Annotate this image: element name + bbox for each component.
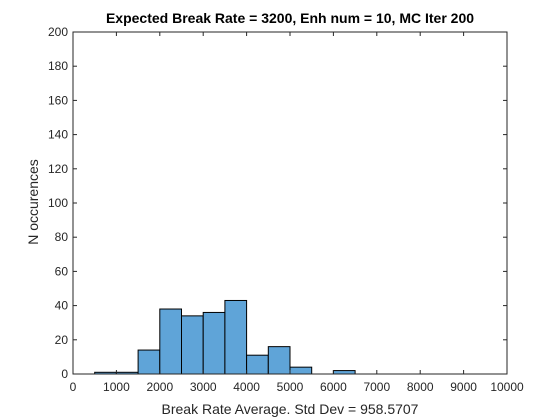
x-tick-label: 3000 bbox=[190, 380, 217, 394]
histogram-bar bbox=[159, 308, 183, 375]
x-tick-label: 4000 bbox=[233, 380, 260, 394]
y-tick-label: 20 bbox=[55, 333, 69, 347]
x-tick-label: 5000 bbox=[277, 380, 304, 394]
histogram-bar bbox=[289, 366, 313, 375]
x-tick-label: 0 bbox=[70, 380, 77, 394]
histogram-bars bbox=[94, 299, 356, 375]
y-tick-label: 140 bbox=[48, 128, 68, 142]
y-tick-label: 180 bbox=[48, 59, 68, 73]
x-tick-label: 8000 bbox=[407, 380, 434, 394]
y-tick-label: 0 bbox=[61, 367, 68, 381]
x-tick-label: 6000 bbox=[320, 380, 347, 394]
chart-title: Expected Break Rate = 3200, Enh num = 10… bbox=[106, 10, 474, 26]
y-tick-label: 80 bbox=[55, 230, 69, 244]
y-tick-label: 40 bbox=[55, 299, 69, 313]
histogram-bar bbox=[181, 315, 204, 375]
histogram-bar bbox=[246, 354, 269, 375]
histogram-bar bbox=[267, 346, 291, 375]
y-tick-label: 120 bbox=[48, 162, 68, 176]
histogram-bar bbox=[332, 370, 356, 375]
x-axis-label: Break Rate Average. Std Dev = 958.5707 bbox=[162, 401, 419, 417]
y-tick-label: 100 bbox=[48, 196, 68, 210]
x-axis-ticks: 0 1000 2000 3000 4000 5000 6000 7000 8000 9000 100… bbox=[70, 32, 524, 394]
y-axis-label: N occurences bbox=[25, 159, 41, 245]
x-tick-label: 1000 bbox=[103, 380, 130, 394]
x-tick-label: 7000 bbox=[363, 380, 390, 394]
y-axis-ticks: 0 20 40 60 80 100 120 140 160 180 200 bbox=[48, 25, 507, 381]
x-tick-label: 2000 bbox=[146, 380, 173, 394]
y-tick-label: 200 bbox=[48, 25, 68, 39]
histogram-bar bbox=[137, 349, 161, 375]
y-tick-label: 160 bbox=[48, 93, 68, 107]
x-tick-label: 10000 bbox=[490, 380, 524, 394]
histogram-bar bbox=[202, 311, 226, 375]
x-tick-label: 9000 bbox=[450, 380, 477, 394]
y-tick-label: 60 bbox=[55, 264, 69, 278]
histogram-bar bbox=[224, 299, 248, 375]
